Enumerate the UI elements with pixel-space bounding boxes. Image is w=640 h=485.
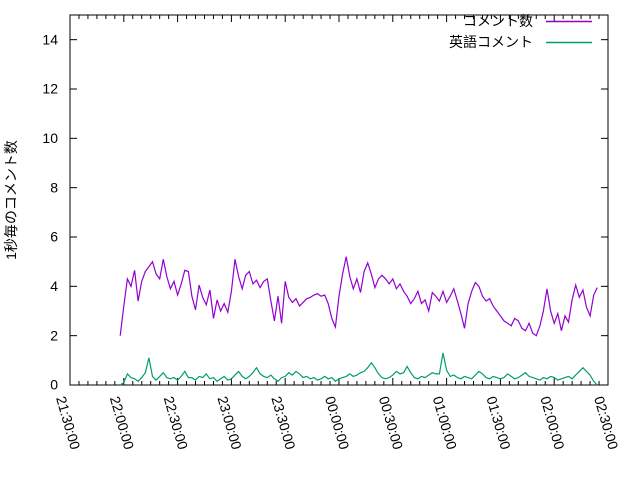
legend: コメント数 英語コメント: [449, 13, 592, 50]
legend-label-comments: コメント数: [463, 13, 533, 29]
y-tick-label: 6: [50, 229, 58, 245]
x-tick-label: 23:00:00: [215, 394, 245, 451]
x-tick-label: 02:00:00: [537, 394, 567, 451]
series-english-comments-line: [119, 352, 598, 386]
plot-border: [69, 14, 609, 386]
y-tick-label: 10: [42, 130, 58, 146]
y-tick-label: 4: [50, 278, 58, 294]
x-tick-label: 22:30:00: [161, 394, 191, 451]
x-tick-label: 01:30:00: [484, 394, 514, 451]
x-axis-ticks: [69, 15, 609, 385]
x-tick-label: 21:30:00: [53, 394, 83, 451]
y-tick-label: 2: [50, 327, 58, 343]
x-axis-tick-labels: 21:30:00 22:00:00 22:30:00 23:00:00 23:30:00…: [53, 394, 621, 451]
y-axis-tick-labels: 0 2 4 6 8 10 12 14: [42, 31, 58, 392]
x-tick-label: 00:30:00: [376, 394, 406, 451]
x-tick-label: 23:30:00: [268, 394, 298, 451]
y-tick-label: 14: [42, 31, 58, 47]
x-tick-label: 01:00:00: [430, 394, 460, 451]
y-tick-label: 0: [50, 377, 58, 393]
series-comments-line: [119, 256, 598, 337]
x-tick-label: 00:00:00: [322, 394, 352, 451]
y-tick-label: 12: [42, 81, 58, 97]
y-axis-ticks: [70, 39, 608, 386]
y-axis-title: 1秒毎のコメント数: [3, 140, 19, 260]
x-tick-label: 02:30:00: [591, 394, 621, 451]
x-tick-label: 22:00:00: [107, 394, 137, 451]
y-tick-label: 8: [50, 179, 58, 195]
legend-label-english: 英語コメント: [449, 34, 533, 50]
